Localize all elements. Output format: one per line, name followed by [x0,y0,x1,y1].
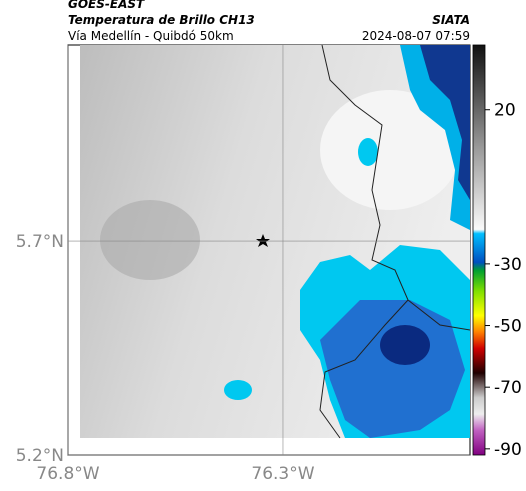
title: GOES-EAST [68,0,145,11]
lat-tick-label: 5.2°N [16,446,64,466]
lat-tick-label: 5.7°N [16,232,64,252]
cloud-cold [358,138,378,166]
lon-tick-label: 76.8°W [36,464,99,484]
datetime: 2024-08-07 07:59 [362,29,470,43]
source: SIATA [432,13,470,27]
cloud [320,90,460,210]
cloud-colder [320,300,465,438]
border [319,44,471,439]
map: 5.7°N 5.2°N76.8°W 76.3°W [16,44,471,484]
colorbar [472,44,486,456]
colorbar-tick-label: -30 [494,255,522,275]
cloud-colder [420,45,470,200]
cloud-core [380,325,430,365]
route: Vía Medellín - Quibdó 50km [68,29,234,43]
star-marker [256,234,270,247]
cloud-cold [224,380,252,400]
colorbar-tick-label: -70 [494,378,522,398]
colorbar-tick-label: 20 [494,101,516,121]
cloud [100,200,200,280]
lon-tick-label: 76.3°W [251,464,314,484]
colorbar-tick-label: -90 [494,440,522,460]
subtitle: Temperatura de Brillo CH13 [68,13,255,27]
colorbar-tick-label: -50 [494,317,522,337]
